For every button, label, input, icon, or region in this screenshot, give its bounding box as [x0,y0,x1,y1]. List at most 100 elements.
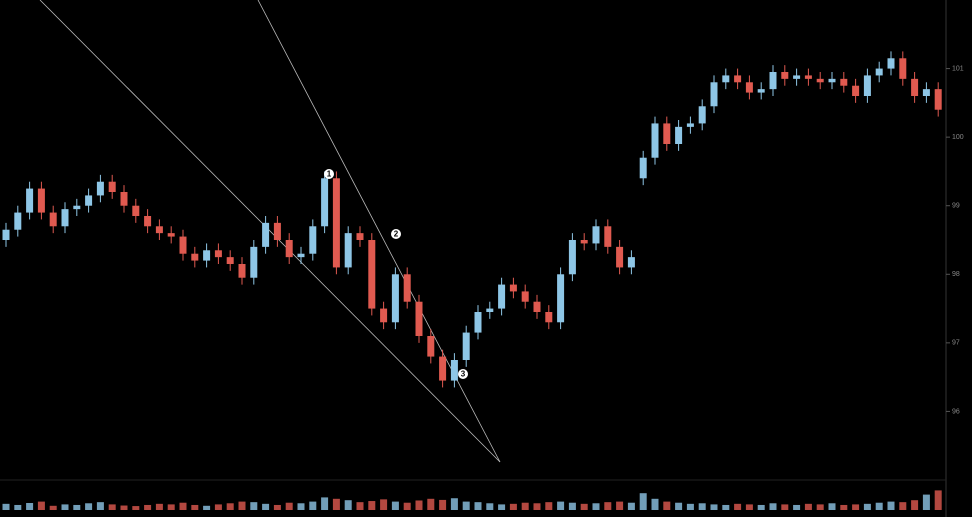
candle-body [49,212,57,227]
candle-body [26,188,34,213]
candle-body [132,205,140,216]
candle-body [816,78,824,83]
candle-body [462,332,470,360]
volume-bar [344,500,352,510]
candle-body [934,89,942,110]
candle-body [828,78,836,83]
candle-body [580,240,588,244]
volume-bar [852,504,860,510]
volume-bar [273,504,281,510]
candle-body [191,253,199,261]
candle-body [380,308,388,323]
volume-bar [509,503,517,510]
volume-bar [120,505,128,510]
volume-bar [203,505,211,510]
volume-bar [793,504,801,510]
candle-body [745,82,753,93]
candle-body [698,106,706,124]
volume-bar [710,504,718,510]
volume-bar [450,498,458,510]
candle-body [852,85,860,96]
volume-bar [439,499,447,510]
candle-body [863,75,871,96]
volume-bar [238,501,246,510]
volume-bar [427,498,435,510]
annotation-text: 1 [327,170,332,179]
volume-bar [686,503,694,510]
volume-bar [934,490,942,510]
y-tick-label: 97 [952,340,960,347]
candle-body [155,226,163,234]
volume-bar [568,502,576,510]
candle-body [238,264,246,278]
volume-bar [474,502,482,510]
candle-body [781,72,789,79]
candle-body [203,250,211,261]
candle-body [262,222,270,247]
volume-bar [521,502,529,510]
volume-bar [285,502,293,510]
volume-bar [250,502,258,510]
candle-body [498,284,506,309]
volume-bar [663,501,671,510]
candle-body [73,205,81,210]
volume-bar [722,504,730,510]
volume-bar [757,504,765,510]
candle-body [793,75,801,79]
volume-bar [804,503,812,510]
candle-body [167,233,175,237]
annotation-marker [391,229,401,239]
volume-bar [49,505,57,510]
volume-bar [226,503,234,510]
candle-body [557,274,565,323]
candle-body [616,246,624,268]
volume-bar [781,504,789,510]
volume-bar [557,501,565,510]
annotation: 3 [458,369,468,379]
candle-body [37,188,45,213]
volume-bar [828,503,836,510]
candle-body [61,209,69,227]
candle-body [592,226,600,244]
candle-body [439,356,447,381]
volume-bar [14,504,22,510]
volume-bar [73,504,81,510]
volume-bar [191,504,199,510]
candle-body [651,123,659,158]
volume-bar [498,504,506,510]
candle-body [273,222,281,240]
volume-bar [144,504,152,510]
volume-bar [155,503,163,510]
annotation: 2 [391,229,401,239]
volume-bar [132,506,140,510]
annotation: 1 [324,169,334,179]
candle-body [875,68,883,76]
volume-bar [486,503,494,510]
candle-body [120,192,128,206]
candle-body [568,240,576,275]
volume-bar [616,501,624,510]
volume-bar [816,504,824,510]
candle-body [391,274,399,323]
annotation-text: 3 [461,370,466,379]
candle-body [663,123,671,144]
volume-bar [875,502,883,510]
candle-body [722,75,730,83]
candle-body [415,301,423,336]
volume-bar [675,502,683,510]
candle-body [450,360,458,381]
volume-bar [403,502,411,510]
volume-bar [769,503,777,510]
volume-bar [167,504,175,510]
volume-bar [297,503,305,510]
candle-body [533,301,541,312]
annotation-marker [458,369,468,379]
candle-body [474,312,482,333]
y-tick-label: 98 [952,271,960,278]
y-tick-label: 101 [952,65,964,72]
candle-body [344,233,352,268]
volume-bar [214,504,222,510]
candle-body [226,257,234,264]
candle-body [368,240,376,309]
candle-body [710,82,718,107]
